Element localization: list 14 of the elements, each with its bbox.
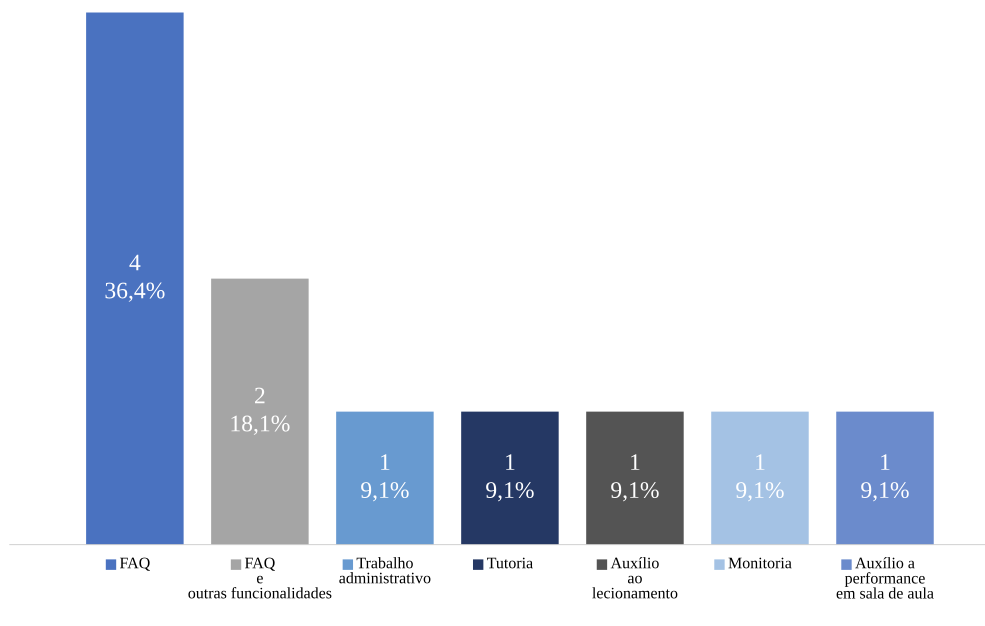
data-label: 2 18,1% — [231, 388, 290, 435]
x-tick-label: FAQ — [120, 558, 150, 571]
data-label: 1 9,1% — [611, 454, 659, 502]
data-label: 4 36,4% — [106, 254, 165, 302]
x-tick-label: Trabalho administrativo — [339, 557, 430, 584]
data-label: 1 9,1% — [736, 454, 784, 502]
data-label: 1 9,1% — [861, 454, 909, 502]
data-label: 1 9,1% — [361, 454, 409, 502]
x-tick-label: Tutoria — [486, 558, 533, 568]
data-label: 1 9,1% — [486, 454, 534, 502]
x-tick-label: FAQ e outras funcionalidades — [188, 558, 332, 598]
x-tick-label: Auxílio ao lecionamento — [592, 557, 678, 598]
x-tick-label: Auxílio a performance em sala de aula — [836, 557, 934, 599]
x-tick-label: Monitoria — [728, 558, 792, 568]
